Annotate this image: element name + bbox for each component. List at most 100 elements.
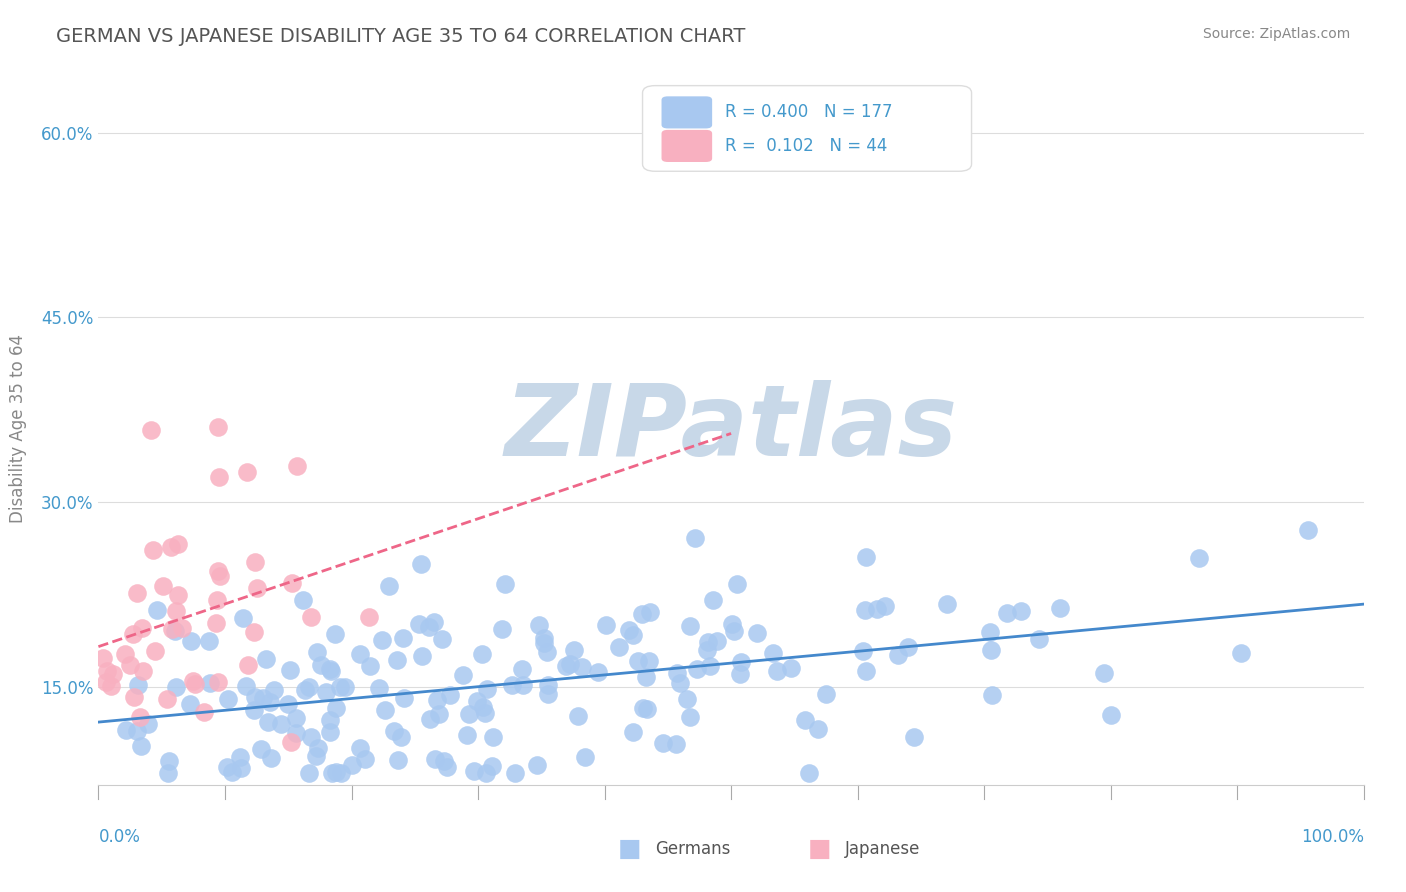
Point bbox=[430, 632, 453, 646]
Point bbox=[245, 690, 267, 704]
Point bbox=[725, 576, 748, 591]
Point bbox=[125, 586, 148, 600]
Point bbox=[533, 636, 555, 650]
Point bbox=[319, 662, 342, 676]
Point bbox=[560, 657, 582, 671]
Point bbox=[281, 575, 304, 590]
Point bbox=[285, 711, 308, 725]
Point bbox=[474, 706, 496, 720]
Point bbox=[567, 708, 589, 723]
Point bbox=[855, 549, 877, 564]
Point bbox=[1230, 646, 1253, 660]
Point bbox=[1094, 665, 1116, 680]
Point bbox=[668, 676, 690, 690]
Point bbox=[433, 754, 456, 768]
FancyBboxPatch shape bbox=[661, 96, 711, 128]
Point bbox=[250, 742, 273, 756]
FancyBboxPatch shape bbox=[661, 130, 711, 162]
Point bbox=[198, 676, 221, 690]
Point bbox=[979, 624, 1001, 639]
Point bbox=[555, 659, 578, 673]
Point bbox=[243, 555, 266, 569]
Point bbox=[193, 705, 215, 719]
Point bbox=[285, 725, 308, 739]
Point bbox=[299, 731, 322, 745]
Point bbox=[720, 617, 742, 632]
Point bbox=[319, 724, 342, 739]
Point bbox=[157, 754, 180, 768]
Point bbox=[471, 647, 494, 661]
Point bbox=[799, 765, 821, 780]
Point bbox=[263, 682, 285, 697]
Point bbox=[156, 765, 179, 780]
Point bbox=[451, 667, 474, 681]
Point bbox=[278, 663, 301, 677]
Point bbox=[463, 764, 485, 778]
Text: 0.0%: 0.0% bbox=[98, 828, 141, 846]
Point bbox=[723, 624, 745, 638]
Point bbox=[330, 765, 353, 780]
Point bbox=[340, 758, 363, 772]
Point bbox=[221, 764, 243, 779]
Point bbox=[207, 420, 229, 434]
Point bbox=[609, 640, 631, 654]
Point bbox=[349, 647, 371, 661]
Point bbox=[762, 646, 785, 660]
Point bbox=[427, 707, 450, 722]
Point bbox=[621, 724, 644, 739]
Point bbox=[439, 688, 461, 702]
Point bbox=[995, 606, 1018, 620]
Point bbox=[374, 703, 396, 717]
Point bbox=[419, 712, 441, 726]
Point bbox=[481, 759, 503, 773]
Point bbox=[636, 670, 658, 684]
Point bbox=[160, 540, 183, 554]
Point bbox=[1049, 600, 1071, 615]
FancyBboxPatch shape bbox=[643, 86, 972, 171]
Point bbox=[333, 680, 356, 694]
Point bbox=[235, 679, 257, 693]
Point bbox=[1028, 632, 1050, 646]
Point bbox=[254, 652, 277, 666]
Point bbox=[595, 618, 617, 632]
Point bbox=[204, 616, 226, 631]
Point bbox=[1296, 523, 1319, 537]
Point bbox=[702, 593, 724, 607]
Point bbox=[138, 716, 160, 731]
Point bbox=[124, 690, 146, 704]
Point bbox=[411, 648, 433, 663]
Point bbox=[114, 723, 136, 738]
Point bbox=[280, 734, 302, 748]
Point bbox=[181, 673, 204, 688]
Point bbox=[309, 657, 332, 672]
Point bbox=[391, 631, 413, 645]
Point bbox=[385, 653, 408, 667]
Legend:  bbox=[724, 835, 738, 848]
Point bbox=[886, 648, 908, 662]
Point bbox=[160, 623, 183, 637]
Point bbox=[217, 760, 239, 774]
Point bbox=[96, 665, 118, 679]
Point bbox=[387, 754, 409, 768]
Point bbox=[638, 606, 661, 620]
Point bbox=[96, 674, 118, 689]
Y-axis label: Disability Age 35 to 64: Disability Age 35 to 64 bbox=[10, 334, 27, 523]
Point bbox=[571, 660, 593, 674]
Point bbox=[745, 626, 768, 640]
Point bbox=[127, 724, 149, 739]
Point bbox=[114, 648, 136, 662]
Point bbox=[679, 618, 702, 632]
Point bbox=[329, 680, 352, 694]
Point bbox=[855, 664, 877, 678]
Point bbox=[679, 710, 702, 724]
Point bbox=[277, 697, 299, 711]
Point bbox=[179, 697, 201, 711]
Point bbox=[697, 635, 720, 649]
Point bbox=[180, 633, 202, 648]
Point bbox=[298, 680, 321, 694]
Text: ■: ■ bbox=[808, 838, 831, 861]
Point bbox=[252, 691, 274, 706]
Text: Source: ZipAtlas.com: Source: ZipAtlas.com bbox=[1202, 27, 1350, 41]
Point bbox=[315, 685, 337, 699]
Point bbox=[512, 677, 534, 691]
